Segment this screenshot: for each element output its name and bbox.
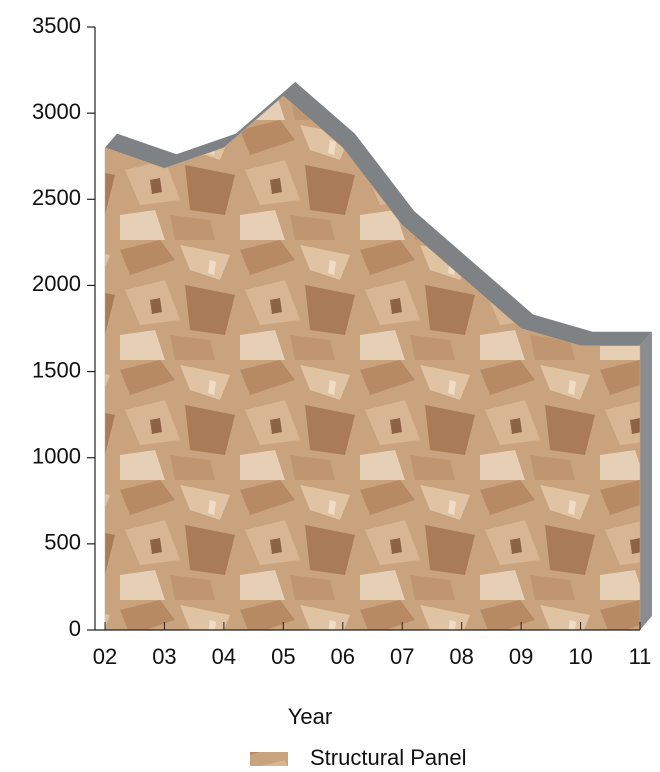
y-tick-label: 2000 (32, 271, 81, 296)
x-tick-label: 03 (152, 644, 176, 669)
y-tick-label: 0 (69, 616, 81, 641)
legend-label: Structural Panel (310, 745, 467, 767)
y-tick-label: 3000 (32, 99, 81, 124)
x-tick-label: 07 (390, 644, 414, 669)
y-tick-label: 2500 (32, 185, 81, 210)
x-tick-label: 09 (509, 644, 533, 669)
x-tick-label: 08 (449, 644, 473, 669)
y-tick-label: 500 (44, 530, 81, 555)
x-tick-label: 05 (271, 644, 295, 669)
y-tick-label: 3500 (32, 13, 81, 38)
x-tick-label: 02 (93, 644, 117, 669)
x-axis-title: Year (288, 704, 332, 729)
x-tick-label: 06 (331, 644, 355, 669)
legend-swatch (250, 752, 288, 766)
x-tick-label: 04 (212, 644, 236, 669)
y-tick-label: 1000 (32, 444, 81, 469)
x-tick-label: 11 (629, 644, 652, 669)
area-side (640, 331, 652, 630)
y-tick-label: 1500 (32, 357, 81, 382)
x-tick-label: 10 (568, 644, 592, 669)
